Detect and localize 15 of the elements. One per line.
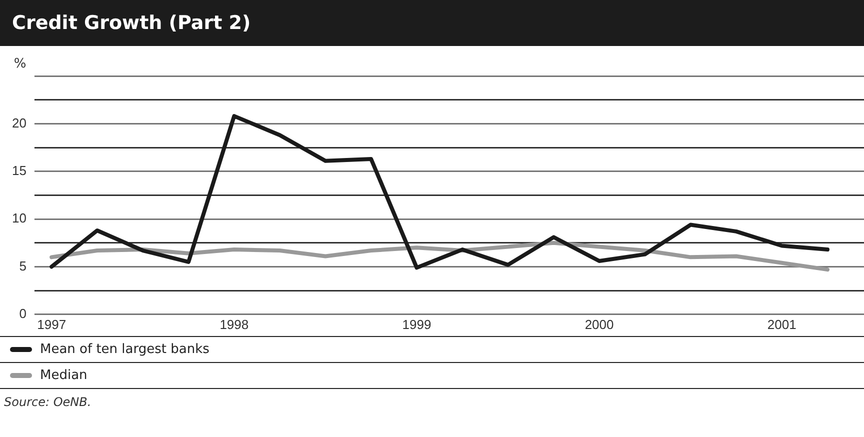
legend-label: Mean of ten largest banks <box>40 342 210 357</box>
y-tick-label: 20 <box>12 115 26 130</box>
y-axis-title: % <box>14 56 26 72</box>
y-tick-label: 15 <box>12 162 26 178</box>
source-note: Source: OeNB. <box>4 395 92 409</box>
y-tick-label: 5 <box>19 258 26 274</box>
chart-title: Credit Growth (Part 2) <box>0 0 864 46</box>
x-tick-label: 2000 <box>584 316 614 332</box>
x-tick-label: 1999 <box>402 316 432 332</box>
y-tick-label: 0 <box>19 306 26 321</box>
legend-label: Median <box>40 368 88 383</box>
y-tick-label: 10 <box>12 210 26 226</box>
x-tick-label: 2001 <box>767 316 796 332</box>
x-tick-label: 1998 <box>220 316 249 332</box>
x-tick-label: 1997 <box>37 316 66 332</box>
